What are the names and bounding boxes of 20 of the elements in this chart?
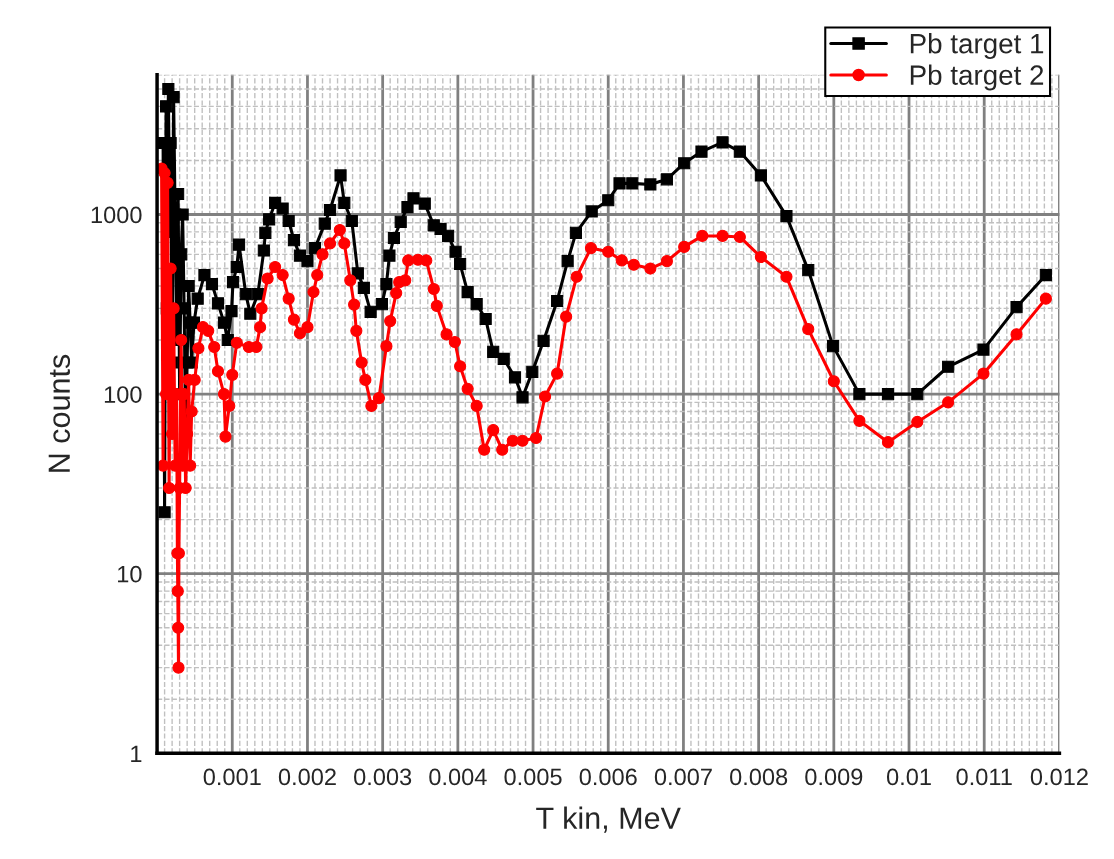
x-tick-label: 0.01 bbox=[886, 768, 931, 786]
x-tick-label: 0.005 bbox=[504, 768, 562, 786]
y-tick-label: 1000 bbox=[91, 206, 142, 224]
x-tick-label: 0.003 bbox=[354, 768, 412, 786]
y-axis-title: N counts bbox=[48, 354, 71, 472]
legend-label: Pb target 2 bbox=[910, 64, 1044, 91]
x-tick-label: 0.002 bbox=[278, 768, 336, 786]
y-tick-label: 10 bbox=[118, 565, 142, 583]
x-tick-label: 0.001 bbox=[203, 768, 261, 786]
x-tick-label: 0.004 bbox=[429, 768, 487, 786]
x-tick-label: 0.007 bbox=[654, 768, 712, 786]
x-tick-label: 0.012 bbox=[1030, 768, 1088, 786]
y-tick-label: 1 bbox=[131, 745, 142, 762]
x-tick-label: 0.008 bbox=[730, 768, 788, 786]
x-tick-label: 0.006 bbox=[579, 768, 637, 786]
x-axis-title: T kin, MeV bbox=[536, 806, 681, 833]
x-tick-label: 0.011 bbox=[956, 768, 1012, 786]
y-tick-label: 100 bbox=[104, 386, 142, 403]
legend-label: Pb target 1 bbox=[910, 33, 1044, 59]
x-tick-label: 0.009 bbox=[805, 768, 863, 786]
